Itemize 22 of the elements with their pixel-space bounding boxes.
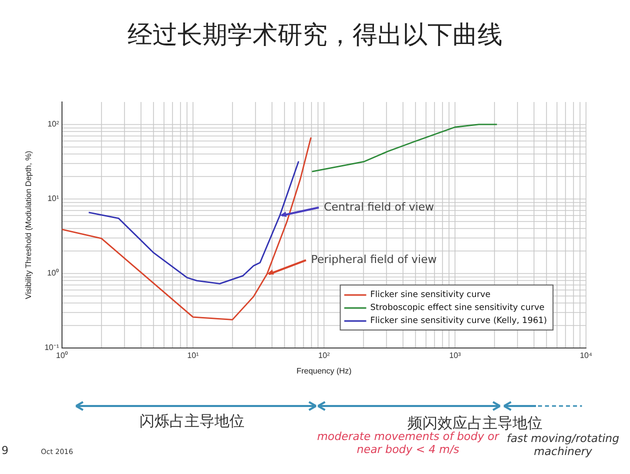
x-tick-label: 10¹ xyxy=(187,351,200,360)
y-axis-title: Visibility Threshold (Modulation Depth, %) xyxy=(24,150,34,300)
annotation: Central field of view xyxy=(324,200,434,214)
annotation: Peripheral field of view xyxy=(310,252,437,266)
legend-label: Stroboscopic effect sine sensitivity curve xyxy=(370,303,544,314)
text: 闪烁占主导地位 xyxy=(140,412,244,431)
y-tick-label: 10¹ xyxy=(47,194,60,204)
y-tick-label: 10² xyxy=(47,120,60,129)
y-tick-label: 10⁻¹ xyxy=(44,343,60,352)
x-tick-label: 10⁰ xyxy=(56,351,68,360)
text: 频闪效应占主导地位 xyxy=(408,414,542,432)
chart-title: 经过长期学术研究，得出以下曲线 xyxy=(126,19,504,51)
legend-label: Flicker sine sensitivity curve xyxy=(370,290,491,300)
x-axis-title: Frequency (Hz) xyxy=(296,366,352,376)
legend-label: Flicker sine sensitivity curve (Kelly, 1961) xyxy=(370,316,548,326)
y-tick-label: 10⁰ xyxy=(47,268,59,278)
x-tick-label: 10² xyxy=(318,351,330,360)
text: moderate movements of body or near body < 4 m/s xyxy=(316,430,500,456)
text: fast moving/rotating machinery xyxy=(506,432,620,458)
x-tick-label: 10³ xyxy=(449,351,462,360)
text: 9 xyxy=(2,444,8,457)
x-tick-label: 10⁴ xyxy=(580,351,593,360)
